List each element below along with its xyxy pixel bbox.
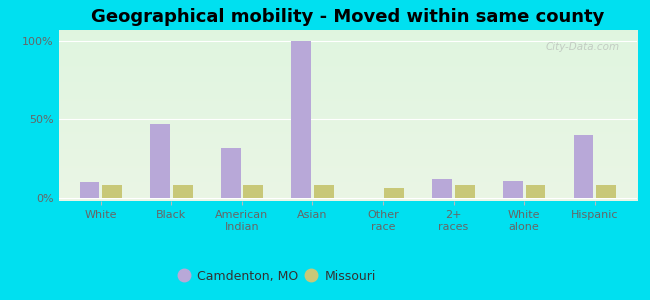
Bar: [102, 185, 122, 198]
Bar: [573, 135, 593, 198]
Text: City-Data.com: City-Data.com: [545, 42, 619, 52]
Bar: [314, 185, 333, 198]
Title: Geographical mobility - Moved within same county: Geographical mobility - Moved within sam…: [91, 8, 604, 26]
Bar: [526, 185, 545, 198]
Bar: [384, 188, 404, 198]
Bar: [432, 179, 452, 198]
Bar: [150, 124, 170, 198]
Bar: [503, 181, 523, 198]
Bar: [173, 185, 192, 198]
Bar: [80, 182, 99, 198]
Bar: [291, 41, 311, 198]
Bar: [221, 148, 240, 198]
Bar: [243, 185, 263, 198]
Legend: Camdenton, MO, Missouri: Camdenton, MO, Missouri: [177, 267, 380, 287]
Bar: [596, 185, 616, 198]
Bar: [455, 185, 474, 198]
